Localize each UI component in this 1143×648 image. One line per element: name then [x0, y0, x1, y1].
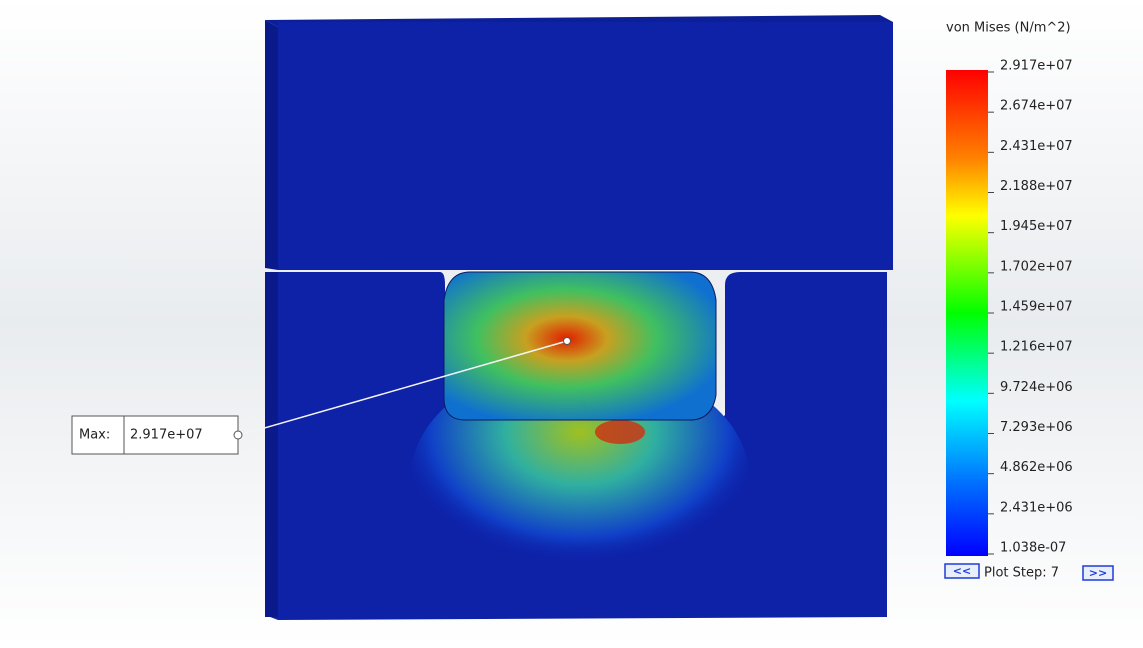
legend-label: 1.216e+07	[1000, 340, 1073, 355]
next-button-label[interactable]: >>	[1089, 567, 1107, 580]
legend-label: 2.674e+07	[1000, 99, 1073, 114]
color-bar	[946, 70, 988, 556]
legend-title: von Mises (N/m^2)	[946, 21, 1071, 36]
insert-part	[444, 272, 716, 420]
probe-value: 2.917e+07	[130, 428, 203, 443]
probe-anchor	[234, 431, 242, 439]
legend-label: 2.917e+07	[1000, 59, 1073, 74]
legend-label: 7.293e+06	[1000, 420, 1073, 435]
prev-button-label[interactable]: <<	[953, 565, 971, 578]
legend-label: 1.945e+07	[1000, 219, 1073, 234]
block-edge	[265, 20, 278, 270]
legend-label: 9.724e+06	[1000, 380, 1073, 395]
probe-point	[564, 338, 571, 345]
stress-hotspot	[595, 420, 645, 444]
legend-label: 2.431e+07	[1000, 139, 1073, 154]
viewport: Max: 2.917e+07 von Mises (N/m^2) 2.917e+…	[0, 0, 1143, 648]
legend-label: 2.431e+06	[1000, 500, 1073, 515]
page: {"legend": {"title": "von Mises (N/m^2)"…	[0, 0, 1143, 648]
legend-label: 2.188e+07	[1000, 179, 1073, 194]
legend-label: 1.702e+07	[1000, 259, 1073, 274]
plot-step: Plot Step: 7	[984, 566, 1059, 581]
legend-label: 1.459e+07	[1000, 300, 1073, 315]
probe-label: Max:	[79, 428, 110, 443]
legend-label: 4.862e+06	[1000, 460, 1073, 475]
legend-label: 1.038e-07	[1000, 541, 1066, 556]
block-edge	[265, 272, 278, 617]
top-block	[278, 22, 893, 270]
